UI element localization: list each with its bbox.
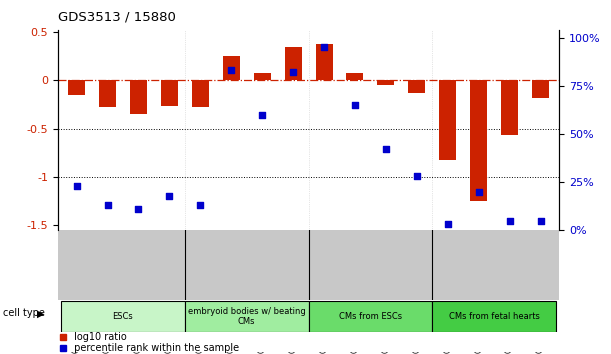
Point [443,222,453,227]
Bar [223,56,240,80]
Bar [378,80,394,85]
Point [196,202,205,208]
Text: log10 ratio: log10 ratio [71,332,126,342]
Bar [470,80,487,201]
Bar [130,80,147,114]
Bar [501,80,518,136]
Bar [309,301,432,332]
Text: cell type: cell type [3,308,45,318]
Point [103,202,112,208]
Text: ▶: ▶ [37,308,44,318]
Bar [185,301,309,332]
Point [412,173,422,179]
Bar [161,80,178,107]
Text: percentile rank within the sample: percentile rank within the sample [71,343,239,353]
Point [350,102,360,108]
Point [134,206,144,212]
Bar [439,80,456,160]
Text: CMs from ESCs: CMs from ESCs [339,312,402,321]
Point [505,218,514,223]
Bar [192,80,209,107]
Point [536,218,546,223]
Point [164,193,174,198]
Text: ESCs: ESCs [112,312,133,321]
Bar [285,46,302,80]
Bar [68,80,85,95]
Bar [346,73,364,80]
Text: embryoid bodies w/ beating
CMs: embryoid bodies w/ beating CMs [188,307,306,326]
Bar [254,73,271,80]
Bar [532,80,549,98]
Bar [61,301,185,332]
Bar [408,80,425,93]
Point [71,183,81,189]
Point [319,45,329,50]
Point [288,70,298,75]
Bar [99,80,116,107]
Point [381,147,391,152]
Bar [432,301,556,332]
Text: CMs from fetal hearts: CMs from fetal hearts [448,312,540,321]
Bar [315,44,332,80]
Point [474,189,483,195]
Point [226,68,236,73]
Point [257,112,267,118]
Text: GDS3513 / 15880: GDS3513 / 15880 [58,10,176,23]
